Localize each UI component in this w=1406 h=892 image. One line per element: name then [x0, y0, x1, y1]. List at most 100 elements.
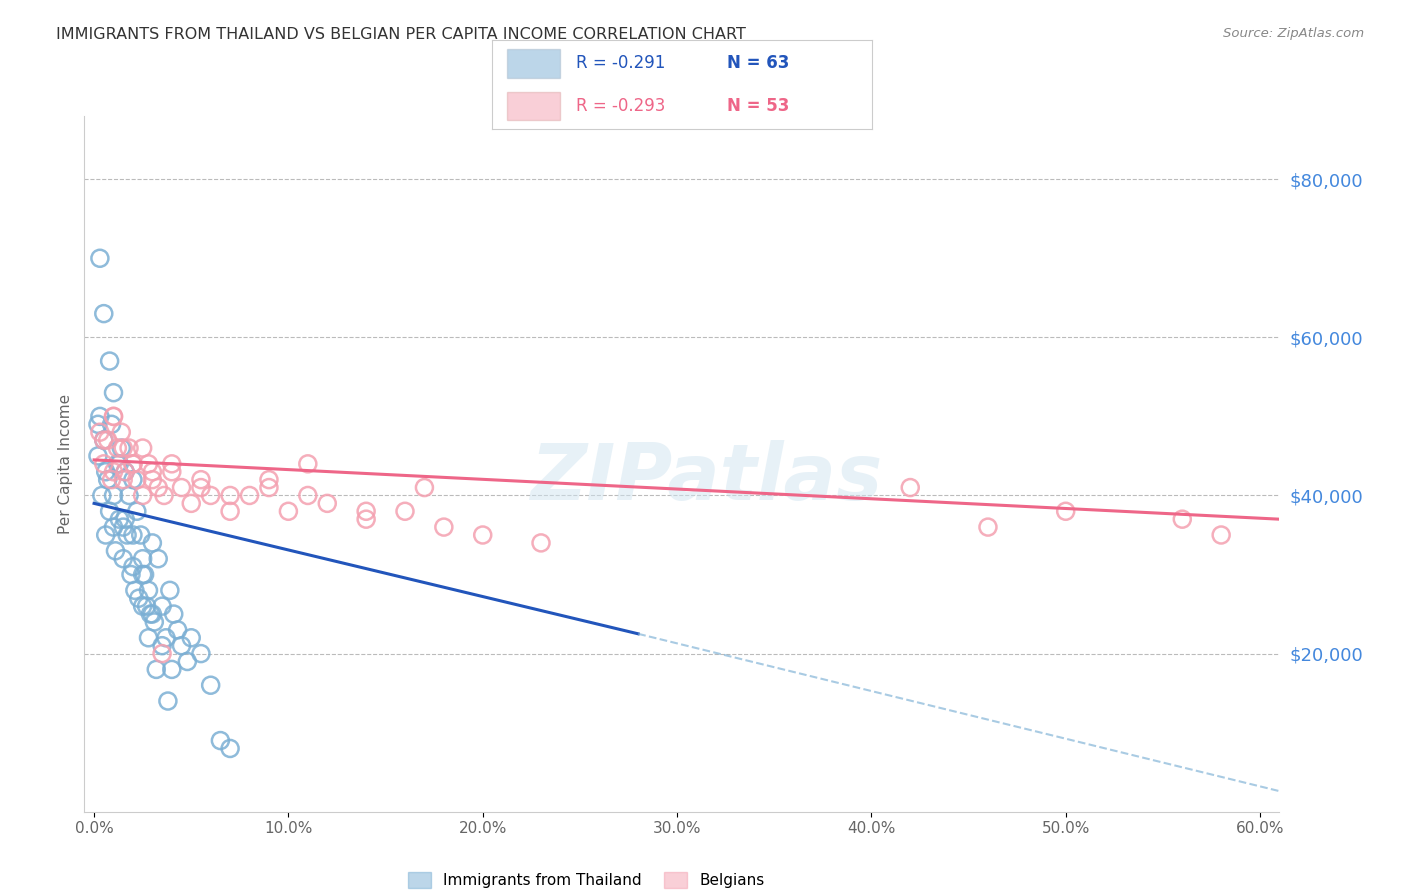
- Text: ZIPatlas: ZIPatlas: [530, 440, 882, 516]
- Point: [97, 433, 120, 447]
- Point: [103, 488, 125, 502]
- Point: [150, 647, 173, 661]
- Point: [89, 409, 111, 424]
- Point: [257, 481, 280, 495]
- Point: [1211, 528, 1233, 542]
- Point: [93, 433, 115, 447]
- Text: N = 63: N = 63: [727, 54, 790, 72]
- Point: [103, 465, 125, 479]
- Point: [219, 488, 242, 502]
- Point: [160, 465, 183, 479]
- Point: [93, 457, 115, 471]
- Point: [156, 694, 179, 708]
- Point: [100, 473, 122, 487]
- Point: [98, 504, 121, 518]
- Text: N = 53: N = 53: [727, 97, 790, 115]
- Point: [89, 425, 111, 440]
- Point: [148, 551, 170, 566]
- Point: [110, 441, 132, 455]
- Text: R = -0.293: R = -0.293: [575, 97, 665, 115]
- Point: [141, 473, 163, 487]
- Bar: [508, 49, 561, 78]
- Point: [125, 504, 148, 518]
- Point: [200, 488, 222, 502]
- Point: [238, 488, 260, 502]
- Point: [114, 465, 136, 479]
- Point: [131, 567, 153, 582]
- Point: [93, 307, 115, 321]
- Point: [530, 536, 553, 550]
- Point: [118, 488, 141, 502]
- Point: [114, 465, 136, 479]
- Point: [129, 528, 152, 542]
- Point: [134, 567, 156, 582]
- Text: Source: ZipAtlas.com: Source: ZipAtlas.com: [1223, 27, 1364, 40]
- Point: [100, 417, 122, 432]
- Point: [87, 417, 110, 432]
- Point: [316, 496, 339, 510]
- Point: [103, 520, 125, 534]
- Point: [131, 488, 153, 502]
- Point: [122, 457, 145, 471]
- Point: [118, 441, 141, 455]
- Point: [160, 662, 183, 676]
- Point: [87, 449, 110, 463]
- Point: [112, 551, 135, 566]
- Point: [124, 583, 146, 598]
- Point: [141, 465, 163, 479]
- Point: [257, 473, 280, 487]
- Point: [471, 528, 494, 542]
- Point: [139, 607, 162, 621]
- Point: [354, 504, 377, 518]
- Point: [180, 631, 202, 645]
- Point: [219, 741, 242, 756]
- Point: [413, 481, 436, 495]
- Point: [138, 457, 160, 471]
- Point: [160, 457, 183, 471]
- Point: [122, 528, 145, 542]
- Point: [433, 520, 456, 534]
- Point: [394, 504, 416, 518]
- Point: [112, 473, 135, 487]
- Point: [94, 528, 117, 542]
- Text: IMMIGRANTS FROM THAILAND VS BELGIAN PER CAPITA INCOME CORRELATION CHART: IMMIGRANTS FROM THAILAND VS BELGIAN PER …: [56, 27, 747, 42]
- Point: [131, 441, 153, 455]
- Point: [112, 441, 135, 455]
- Point: [131, 551, 153, 566]
- Point: [145, 662, 167, 676]
- Point: [141, 536, 163, 550]
- Point: [219, 504, 242, 518]
- Point: [141, 607, 163, 621]
- Point: [277, 504, 299, 518]
- Point: [110, 425, 132, 440]
- Point: [122, 457, 145, 471]
- Point: [135, 599, 157, 614]
- Point: [143, 615, 166, 629]
- Point: [176, 655, 198, 669]
- Point: [297, 457, 319, 471]
- Point: [93, 433, 115, 447]
- Point: [138, 583, 160, 598]
- Point: [1054, 504, 1077, 518]
- Point: [150, 639, 173, 653]
- Point: [153, 488, 176, 502]
- Point: [138, 631, 160, 645]
- Point: [89, 252, 111, 266]
- Point: [115, 528, 138, 542]
- Point: [108, 512, 131, 526]
- Point: [97, 473, 120, 487]
- Y-axis label: Per Capita Income: Per Capita Income: [58, 393, 73, 534]
- Point: [163, 607, 186, 621]
- Point: [166, 623, 188, 637]
- Point: [103, 385, 125, 400]
- Point: [190, 473, 212, 487]
- Point: [209, 733, 232, 747]
- Point: [122, 473, 145, 487]
- Point: [103, 409, 125, 424]
- Point: [105, 457, 128, 471]
- Point: [128, 591, 150, 606]
- Point: [190, 481, 212, 495]
- Point: [114, 512, 136, 526]
- Point: [354, 512, 377, 526]
- Point: [155, 631, 177, 645]
